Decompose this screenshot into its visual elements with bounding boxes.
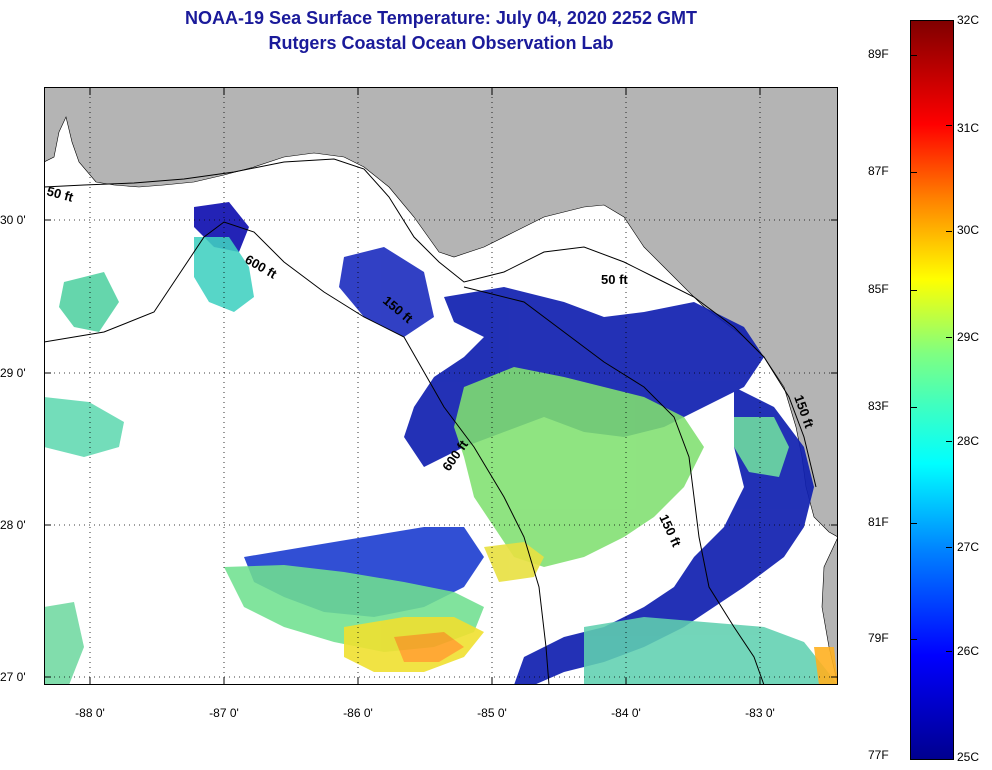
lat-label: 27 0' [0, 670, 26, 684]
lat-label: 30 0' [0, 213, 26, 227]
colorbar-tick [911, 290, 917, 291]
map-title: NOAA-19 Sea Surface Temperature: July 04… [185, 8, 697, 28]
map-subtitle: Rutgers Coastal Ocean Observation Lab [268, 33, 614, 53]
sst-map: 50 ft 600 ft 150 ft 600 ft 50 ft 150 ft … [44, 87, 838, 685]
colorbar-tick [946, 441, 952, 442]
colorbar-tick [946, 337, 952, 338]
contour-label: 50 ft [601, 272, 628, 287]
colorbar-fahrenheit-label: 89F [868, 47, 889, 61]
colorbar-celsius-label: 28C [957, 434, 980, 448]
colorbar-celsius-label: 27C [957, 540, 980, 554]
contour-150ft [463, 286, 765, 685]
colorbar-tick [911, 172, 917, 173]
colorbar-celsius-label: 32C [957, 13, 980, 27]
colorbar-fahrenheit-label: 81F [868, 515, 889, 529]
lon-label: -83 0' [745, 706, 775, 720]
colorbar-tick [946, 651, 952, 652]
colorbar-tick [946, 125, 952, 126]
colorbar-celsius-label: 31C [957, 121, 980, 135]
colorbar-fahrenheit-label: 83F [868, 399, 889, 413]
lon-label: -84 0' [611, 706, 641, 720]
contour-50ft [44, 158, 817, 488]
colorbar-celsius-label: 25C [957, 750, 980, 764]
colorbar-celsius-label: 29C [957, 330, 980, 344]
lon-label: -85 0' [477, 706, 507, 720]
colorbar-tick [911, 639, 917, 640]
lon-label: -87 0' [209, 706, 239, 720]
colorbar-fahrenheit-label: 77F [868, 748, 889, 762]
colorbar-celsius-label: 26C [957, 644, 980, 658]
colorbar-tick [946, 231, 952, 232]
colorbar-tick [946, 547, 952, 548]
colorbar-fahrenheit-label: 85F [868, 282, 889, 296]
contour-label: 50 ft [45, 183, 75, 205]
colorbar-fahrenheit-label: 79F [868, 631, 889, 645]
land-area [44, 87, 838, 538]
lon-label: -88 0' [75, 706, 105, 720]
colorbar-tick [911, 55, 917, 56]
contour-600ft [44, 221, 550, 685]
colorbar-celsius-label: 30C [957, 223, 980, 237]
temperature-colorbar [910, 20, 954, 760]
colorbar-tick [911, 523, 917, 524]
lon-label: -86 0' [343, 706, 373, 720]
colorbar-fahrenheit-label: 87F [868, 164, 889, 178]
lat-label: 29 0' [0, 366, 26, 380]
lat-label: 28 0' [0, 518, 26, 532]
colorbar-tick [911, 407, 917, 408]
